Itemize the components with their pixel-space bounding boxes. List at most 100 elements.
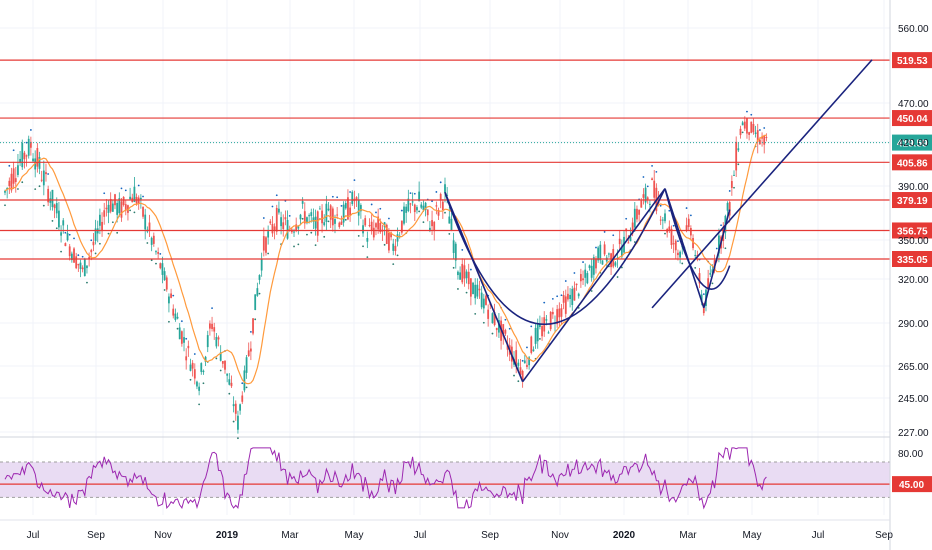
candle [359, 203, 362, 219]
sar-dot [366, 256, 369, 259]
sar-dot [288, 215, 291, 217]
candle [633, 201, 636, 232]
candle [556, 304, 559, 328]
candle [756, 123, 759, 154]
candle [474, 278, 477, 305]
sar-dot [258, 292, 261, 295]
level-line[interactable]: 379.19 [0, 192, 932, 209]
candle [12, 161, 15, 190]
candle [68, 243, 71, 261]
candle [178, 323, 181, 340]
sar-dot [711, 282, 714, 285]
time-axis-label: May [743, 530, 762, 541]
time-axis-label: May [345, 530, 364, 541]
level-line[interactable]: 405.86 [0, 154, 932, 171]
candle [193, 363, 196, 385]
level-tag-label: 335.05 [897, 255, 928, 266]
candle [75, 252, 78, 270]
candle [127, 204, 129, 221]
candle [599, 241, 602, 264]
sar-dot [564, 280, 567, 282]
sar-dot [47, 173, 50, 175]
candle [189, 358, 192, 372]
cup-arc[interactable] [444, 188, 666, 326]
candle [27, 135, 30, 159]
candle [103, 202, 106, 225]
level-line[interactable]: 356.75 [0, 222, 932, 239]
candle [122, 196, 125, 207]
candle [25, 154, 28, 167]
candle [672, 235, 675, 254]
current-price-tag [892, 134, 932, 151]
price-tick-label: 470.00 [898, 99, 929, 110]
level-tag [892, 154, 932, 171]
candle [252, 318, 254, 336]
sar-dot [646, 185, 649, 188]
candle [209, 320, 211, 336]
candle [319, 205, 321, 210]
pattern-line[interactable] [444, 192, 524, 382]
pattern-line[interactable] [522, 188, 666, 383]
horizontal-levels[interactable]: 519.53 450.04 405.86 379.19 356.75 335.05 419.… [0, 52, 932, 267]
sar-dot [413, 192, 416, 195]
candle [504, 328, 507, 337]
sar-dot [392, 263, 395, 266]
candle [614, 261, 617, 268]
sar-dot [107, 232, 110, 235]
candle [32, 153, 34, 163]
candle [249, 341, 252, 361]
sar-dot [461, 249, 464, 251]
level-line[interactable]: 519.53 [0, 52, 932, 69]
sar-dot [90, 239, 93, 242]
sar-dot [314, 244, 317, 247]
sar-dot [642, 176, 645, 178]
handle-arc[interactable] [664, 188, 731, 290]
sar-dot [551, 298, 554, 300]
level-tag [892, 52, 932, 69]
candle [368, 218, 371, 228]
candle [467, 263, 470, 290]
current-price-label: 419.59 [897, 139, 928, 150]
candle [237, 410, 239, 434]
candle [448, 206, 451, 224]
sar-dot [99, 242, 101, 245]
candle [765, 133, 768, 142]
candle [472, 281, 474, 295]
candle [286, 210, 289, 240]
candle [301, 197, 304, 209]
candle [159, 262, 162, 270]
time-axis[interactable]: Jul Sep Nov 2019 Mar May Jul Sep Nov 2020 Mar May Ju… [0, 519, 893, 541]
trendline[interactable] [651, 59, 873, 309]
sar-dot [746, 110, 748, 113]
sar-dot [228, 392, 231, 395]
candle [534, 323, 537, 349]
sar-dot [185, 337, 188, 340]
level-line[interactable]: 450.04 [0, 110, 932, 127]
sar-dot [724, 247, 727, 250]
sar-dot [340, 205, 343, 207]
sar-dot [180, 320, 183, 323]
candle [211, 316, 213, 332]
sar-dot [163, 289, 166, 291]
price-axis[interactable]: 227.00 245.00 265.00 290.00 320.00 350.00 390.… [889, 0, 929, 550]
sar-dot [21, 181, 24, 184]
sar-dot [254, 318, 257, 321]
sar-dot [733, 186, 735, 189]
candle [709, 265, 712, 278]
sar-dot [474, 312, 477, 315]
candle [64, 242, 67, 247]
level-line[interactable]: 335.05 [0, 250, 932, 267]
time-axis-label: Mar [679, 530, 697, 541]
candle [409, 202, 412, 214]
candle [670, 225, 673, 249]
pattern-line[interactable] [664, 188, 705, 309]
candle [698, 268, 701, 288]
candle [81, 265, 84, 273]
candle [62, 218, 65, 234]
sar-dot [198, 403, 201, 406]
sar-dot [681, 262, 684, 265]
candle [36, 142, 39, 173]
pattern-drawings[interactable] [444, 59, 873, 383]
candle [282, 214, 285, 237]
